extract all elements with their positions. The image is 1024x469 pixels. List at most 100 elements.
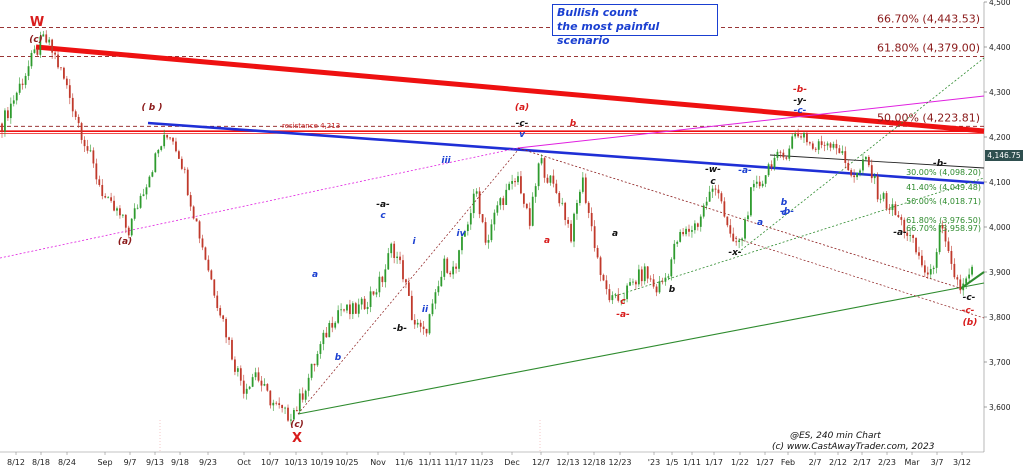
candle-body — [21, 83, 24, 85]
candle-body — [204, 247, 207, 260]
candle-body — [826, 143, 829, 146]
candle-body — [354, 303, 357, 314]
candle-body — [814, 148, 817, 150]
x-tick-label: Oct — [237, 458, 251, 467]
candle-body — [773, 157, 776, 168]
x-tick-label: 9/23 — [199, 458, 217, 467]
candle-body — [496, 205, 499, 213]
wave-label: b — [669, 285, 676, 295]
candle-body — [576, 202, 578, 214]
candle-body — [555, 183, 558, 193]
candle-body — [322, 332, 325, 345]
candle-body — [894, 204, 897, 216]
candle-body — [245, 388, 248, 394]
candle-body — [107, 197, 110, 199]
candle-body — [89, 150, 92, 152]
x-tick-label: 3/7 — [931, 458, 944, 467]
candle-body — [912, 235, 914, 238]
candles — [1, 30, 973, 425]
candle-body — [921, 255, 923, 266]
candle-body — [761, 183, 764, 187]
candle-body — [918, 252, 920, 256]
candle-body — [213, 279, 216, 296]
wave-label: -c- — [962, 306, 975, 316]
candle-body — [74, 111, 77, 117]
annotations: 66.70% (4,443.53) 61.80% (4,379.00) 50.00%… — [29, 12, 981, 452]
candle-body — [257, 372, 260, 381]
wave-label: -w- — [705, 165, 721, 175]
candle-body — [543, 158, 546, 178]
candle-body — [850, 170, 853, 176]
candle-body — [68, 85, 71, 98]
x-tick-label: 2/23 — [878, 458, 896, 467]
candle-body — [384, 269, 387, 283]
candle-body — [853, 175, 856, 178]
wave-label: (a) — [118, 237, 132, 247]
x-axis: 8/12 8/18 8/24 Sep 9/7 9/13 9/18 9/23 Oct 10/7 10/… — [0, 451, 984, 467]
x-tick-label: 11/23 — [470, 458, 493, 467]
candle-body — [646, 266, 649, 279]
wave-label: -b- — [933, 159, 947, 169]
wave-label-major: X — [292, 431, 302, 446]
x-tick-label: 3/12 — [953, 458, 971, 467]
x-tick-label: Nov — [370, 458, 386, 467]
candle-body — [611, 295, 614, 301]
candle-body — [328, 323, 331, 338]
candle-body — [295, 410, 298, 412]
x-tick-label: 9/7 — [124, 458, 137, 467]
candle-body — [201, 238, 204, 248]
candle-body — [42, 34, 45, 37]
candle-body — [80, 123, 83, 140]
candle-body — [148, 176, 151, 188]
candle-body — [693, 223, 696, 231]
candle-body — [372, 291, 375, 295]
candle-body — [166, 134, 169, 138]
brown-dotted-3 — [734, 237, 985, 319]
candle-body — [160, 146, 163, 150]
y-tick-label: 4,500 — [989, 0, 1011, 7]
candle-body — [605, 280, 608, 290]
candle-body — [369, 291, 372, 307]
candle-body — [346, 304, 348, 311]
x-tick-label: 1/5 — [666, 458, 679, 467]
candle-body — [797, 133, 799, 137]
candle-body — [263, 384, 266, 386]
x-tick-label: 12/18 — [582, 458, 605, 467]
candle-body — [169, 137, 171, 139]
candle-body — [301, 393, 304, 400]
candle-body — [119, 208, 121, 216]
candle-body — [637, 269, 640, 285]
candle-body — [906, 232, 909, 236]
candle-body — [552, 175, 555, 184]
candle-body — [77, 116, 80, 124]
candle-body — [281, 405, 284, 409]
wave-label: iv — [457, 229, 467, 239]
candle-body — [154, 153, 157, 173]
candle-body — [750, 187, 752, 216]
candle-body — [935, 252, 938, 268]
candle-body — [514, 181, 516, 183]
candle-body — [15, 92, 18, 101]
candle-body — [520, 176, 522, 194]
fib-label-6180: 61.80% (4,379.00) — [877, 41, 980, 54]
candle-body — [104, 196, 107, 198]
candle-body — [113, 200, 115, 211]
candle-body — [926, 272, 929, 275]
candle-body — [419, 322, 422, 327]
candle-body — [449, 272, 452, 275]
candle-body — [443, 258, 446, 277]
wave-label: ( b ) — [142, 103, 163, 113]
candle-body — [882, 193, 885, 199]
candle-body — [738, 240, 741, 242]
candle-body — [1, 123, 3, 132]
candle-body — [873, 175, 876, 179]
candle-body — [537, 163, 540, 187]
candle-body — [481, 214, 484, 223]
candle-body — [688, 228, 690, 232]
candle-body — [841, 151, 844, 154]
candle-body — [189, 195, 192, 207]
wave-label: a — [612, 229, 618, 239]
candle-body — [440, 276, 443, 287]
candle-body — [643, 266, 646, 282]
candle-body — [540, 158, 543, 164]
